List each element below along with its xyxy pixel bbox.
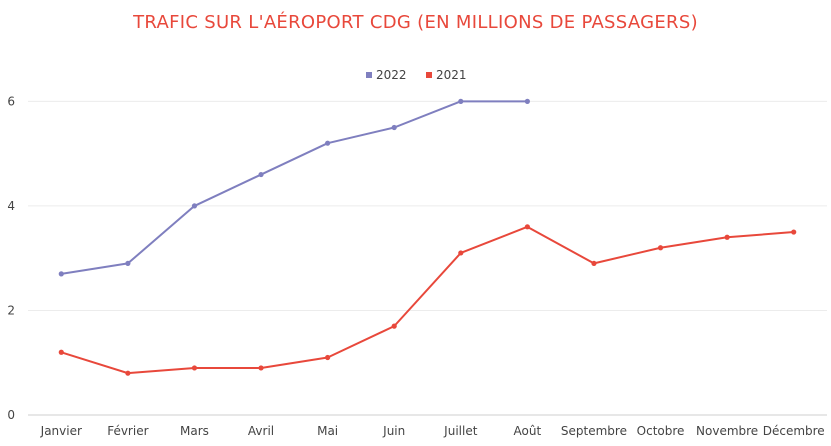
x-tick-label-3: Avril [248, 424, 274, 438]
legend-label-2022: 2022 [376, 68, 407, 82]
legend-marker-2022 [366, 72, 372, 78]
y-tick-label-2: 2 [7, 303, 15, 317]
data-point-2021-11 [791, 229, 797, 235]
y-axis-ticks: 0 2 4 6 [7, 94, 15, 422]
series-lines [58, 98, 797, 376]
x-tick-label-4: Mai [317, 424, 338, 438]
legend-label-2021: 2021 [436, 68, 467, 82]
gridlines [28, 100, 827, 416]
data-point-2021-4 [325, 354, 331, 361]
x-tick-label-11: Décembre [763, 424, 825, 438]
series-line-2021 [60, 225, 794, 375]
x-tick-label-0: Janvier [40, 424, 82, 438]
data-point-2021-8 [591, 260, 597, 267]
data-point-2022-2 [191, 203, 198, 209]
data-point-2021-6 [458, 250, 464, 256]
data-point-2022-5 [391, 124, 397, 131]
data-point-2022-4 [325, 140, 331, 146]
x-tick-label-10: Novembre [696, 424, 758, 438]
data-point-2021-0 [58, 349, 64, 355]
data-point-2022-0 [58, 271, 64, 277]
x-tick-label-5: Juin [382, 424, 405, 438]
x-tick-label-1: Février [107, 424, 148, 438]
data-point-2021-2 [191, 365, 198, 371]
x-tick-label-7: Août [514, 424, 542, 438]
legend: 2022 2021 [366, 68, 467, 82]
data-point-2021-7 [524, 224, 530, 230]
x-axis-ticks: Janvier Février Mars Avril Mai Juin Juillet Aoû… [40, 424, 825, 438]
x-tick-label-9: Octobre [637, 424, 685, 438]
y-tick-label-0: 0 [7, 408, 15, 422]
data-point-2021-9 [657, 245, 664, 251]
data-point-2022-3 [258, 171, 264, 178]
legend-marker-2021 [426, 72, 432, 78]
data-point-2021-1 [125, 370, 131, 376]
data-point-2022-7 [524, 98, 530, 104]
data-point-2021-3 [258, 365, 264, 371]
y-tick-label-6: 6 [7, 94, 15, 108]
data-point-2022-1 [125, 260, 131, 267]
y-tick-label-4: 4 [7, 199, 15, 213]
x-tick-label-8: Septembre [561, 424, 627, 438]
x-tick-label-2: Mars [180, 424, 209, 438]
x-tick-label-6: Juillet [443, 424, 478, 438]
chart-title: TRAFIC SUR L'AÉROPORT CDG (EN MILLIONS D… [133, 12, 698, 33]
data-point-2021-10 [724, 234, 730, 240]
series-line-2022 [61, 100, 528, 275]
data-point-2021-5 [391, 323, 397, 329]
data-point-2022-6 [458, 98, 464, 104]
